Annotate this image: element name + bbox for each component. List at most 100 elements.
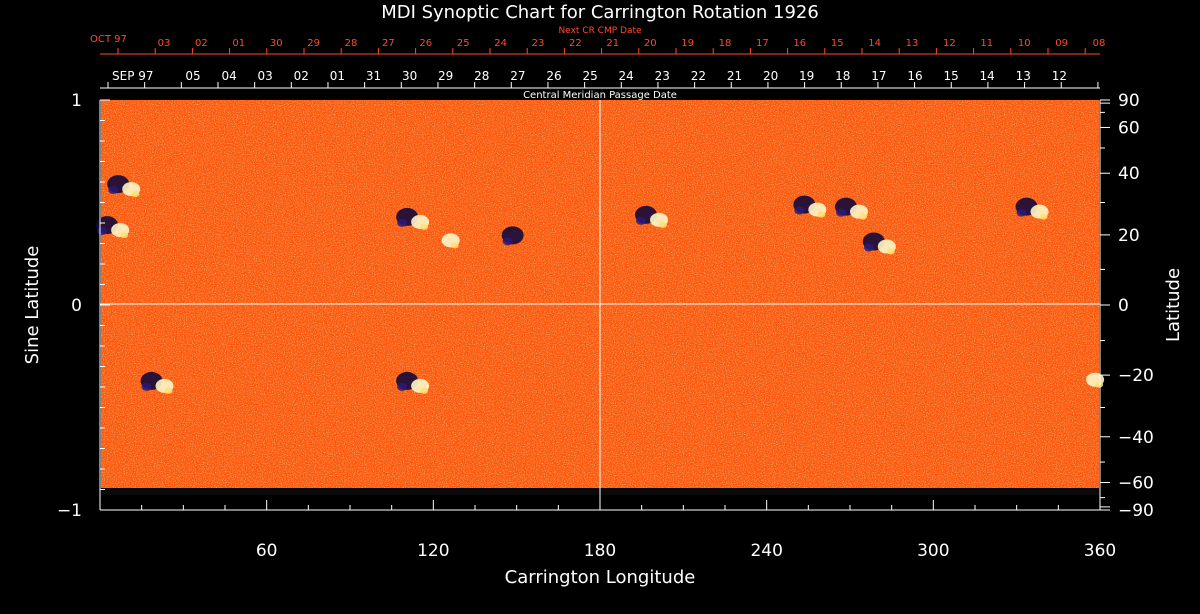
next-date-label: 23 (532, 38, 545, 49)
active-region (1015, 197, 1049, 220)
positive-flux (450, 242, 459, 249)
next-date-label: 10 (1018, 38, 1031, 49)
y-right-tick-label: −60 (1118, 474, 1154, 494)
active-region (396, 207, 430, 230)
cmp-date-label: 01 (330, 69, 345, 83)
x-tick-label: 180 (584, 541, 616, 561)
next-date-label: 15 (831, 38, 844, 49)
chart-title: MDI Synoptic Chart for Carrington Rotati… (381, 2, 819, 23)
x-axis: 60 120 180 240 300 360 (99, 500, 1116, 561)
positive-flux (164, 387, 173, 394)
plot-area (96, 100, 1105, 510)
positive-flux (659, 221, 667, 228)
cmp-date-label: 29 (438, 69, 453, 83)
y-axis-right: 90 60 40 20 0 −20 −40 −60 −90 (1100, 91, 1154, 521)
cmp-date-label: 27 (510, 69, 525, 83)
active-region (835, 197, 868, 220)
negative-flux (108, 186, 119, 195)
y-axis-left: 1 0 −1 (57, 91, 110, 521)
next-date-label: 08 (1093, 38, 1106, 49)
positive-flux (131, 191, 140, 198)
next-axis-title: Next CR CMP Date (558, 26, 642, 36)
next-date-label: 24 (494, 38, 507, 49)
y-left-tick-label: −1 (57, 501, 82, 521)
cmp-date-label: 03 (258, 69, 273, 83)
cmp-axis-month-label: SEP 97 (112, 69, 154, 83)
cmp-date-label: 16 (907, 69, 922, 83)
cmp-date-label: 21 (727, 69, 742, 83)
active-region (793, 195, 827, 218)
cmp-date-label: 14 (980, 69, 995, 83)
negative-flux (397, 218, 408, 227)
negative-flux (397, 382, 408, 391)
next-date-label: 01 (232, 38, 245, 49)
next-date-label: 09 (1055, 38, 1068, 49)
next-date-label: 16 (793, 38, 806, 49)
cmp-date-label: 13 (1016, 69, 1031, 83)
cmp-date-label: 25 (582, 69, 597, 83)
y-axis-left-title: Sine Latitude (22, 246, 43, 365)
cmp-date-label: 23 (655, 69, 670, 83)
y-right-tick-label: 40 (1118, 164, 1140, 184)
next-date-label: 27 (382, 38, 395, 49)
y-right-tick-label: 0 (1118, 296, 1129, 316)
x-tick-label: 60 (256, 541, 278, 561)
next-date-label: 21 (606, 38, 619, 49)
positive-flux (886, 248, 895, 255)
negative-flux (794, 206, 805, 215)
active-region (140, 371, 174, 394)
next-date-label: 20 (644, 38, 657, 49)
y-left-tick-label: 1 (71, 91, 82, 111)
negative-flux (502, 237, 513, 246)
y-right-tick-label: 60 (1118, 118, 1140, 138)
next-date-label: 14 (868, 38, 881, 49)
next-date-label: 26 (419, 38, 432, 49)
active-region (501, 226, 524, 246)
next-date-label: 22 (569, 38, 582, 49)
cmp-date-label: 05 (185, 69, 200, 83)
x-tick-label: 120 (417, 541, 449, 561)
cmp-date-label: 28 (474, 69, 489, 83)
y-axis-right-title: Latitude (1163, 268, 1184, 342)
negative-flux (141, 382, 152, 391)
x-tick-label: 300 (917, 541, 949, 561)
cmp-date-label: 31 (366, 69, 381, 83)
cmp-date-label: 12 (1052, 69, 1067, 83)
cmp-date-axis: SEP 97 Central Meridian Passage Date (100, 69, 1100, 101)
positive-flux (120, 232, 129, 239)
next-date-label: 12 (943, 38, 956, 49)
cmp-date-label: 04 (221, 69, 236, 83)
next-date-label: 17 (756, 38, 769, 49)
y-left-tick-label: 0 (71, 296, 82, 316)
cmp-date-label: 26 (546, 69, 561, 83)
cmp-date-label: 20 (763, 69, 778, 83)
cmp-date-label: 30 (402, 69, 417, 83)
top-axis-ticks: 05 04 03 02 01 31 30 29 28 27 26 25 24 23 22 21 20 19 18 17… (107, 38, 1106, 88)
active-region (396, 371, 430, 394)
next-date-label: 29 (307, 38, 320, 49)
next-date-label: 19 (681, 38, 694, 49)
positive-flux (420, 223, 429, 230)
cmp-axis-title: Central Meridian Passage Date (523, 90, 677, 101)
negative-flux (836, 208, 846, 217)
next-date-label: 30 (270, 38, 283, 49)
y-right-tick-label: −90 (1118, 501, 1154, 521)
y-right-tick-label: 90 (1118, 91, 1140, 111)
active-region (635, 205, 668, 228)
x-tick-label: 360 (1084, 541, 1116, 561)
next-date-label: 25 (457, 38, 470, 49)
next-date-label: 28 (345, 38, 358, 49)
y-right-tick-label: −20 (1118, 366, 1154, 386)
cmp-date-label: 22 (691, 69, 706, 83)
x-tick-label: 240 (750, 541, 782, 561)
y-right-tick-label: 20 (1118, 226, 1140, 246)
next-date-label: 03 (158, 38, 171, 49)
negative-flux (1016, 208, 1027, 217)
positive-flux (1039, 213, 1048, 220)
cmp-date-label: 15 (943, 69, 958, 83)
next-axis-month-label: OCT 97 (90, 34, 127, 45)
next-date-label: 02 (195, 38, 208, 49)
active-region (441, 233, 460, 249)
